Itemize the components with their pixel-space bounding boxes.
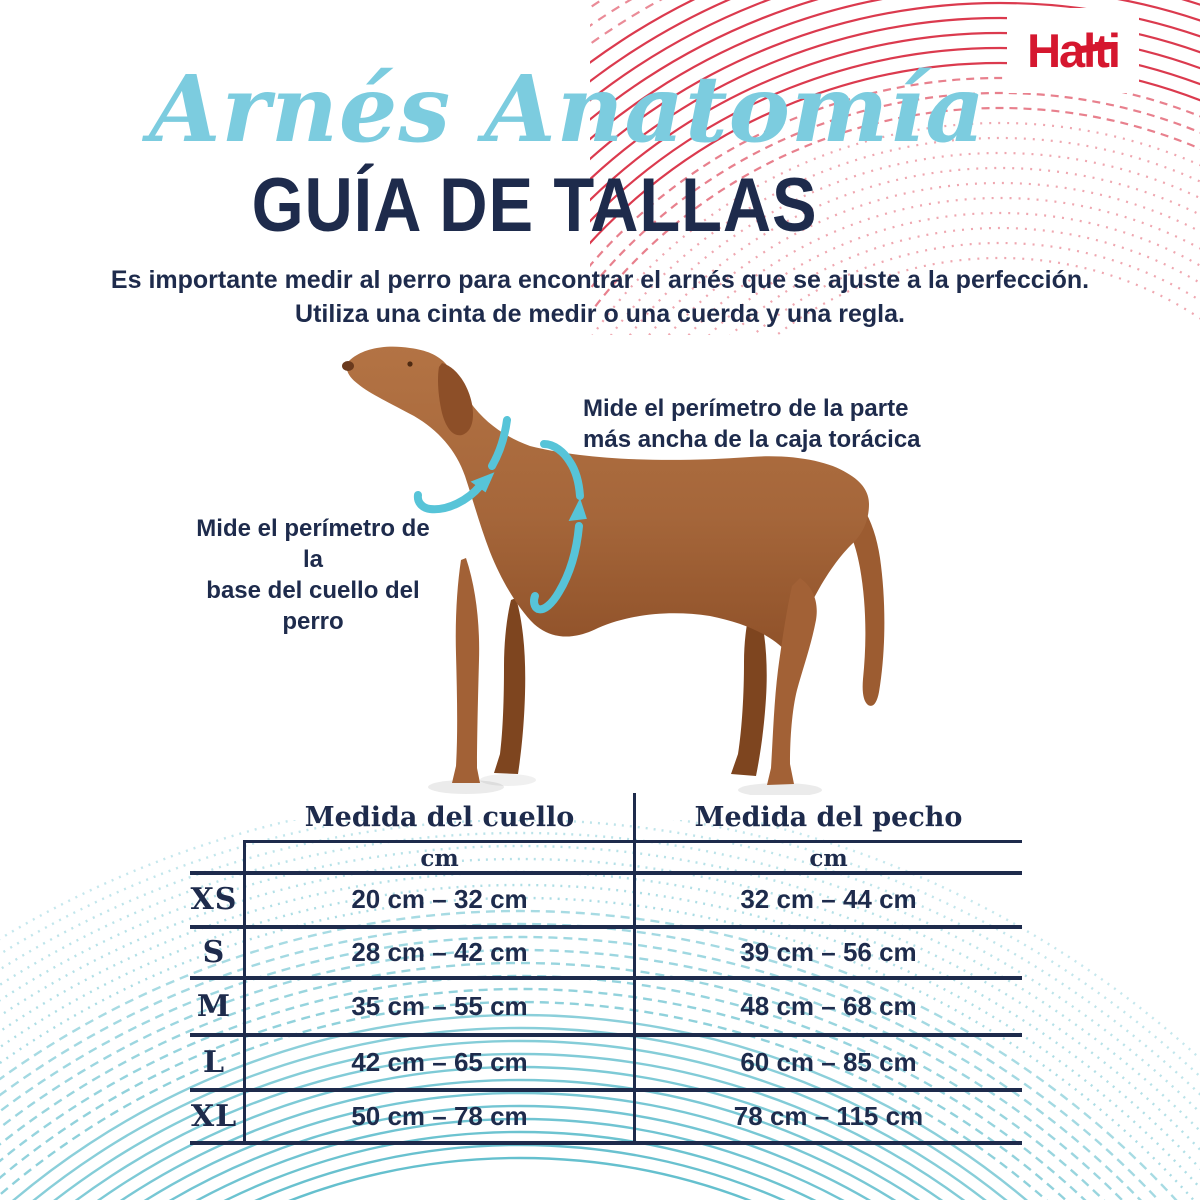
chest-value-xl: 78 cm – 115 cm — [733, 1100, 924, 1131]
page-title: GUÍA DE TALLAS — [0, 166, 1070, 246]
chest-value-xs: 32 cm – 44 cm — [740, 883, 917, 914]
chest-value-m: 48 cm – 68 cm — [740, 990, 917, 1021]
brand-logo: Halti — [1007, 8, 1139, 93]
table-line — [190, 976, 1022, 980]
chest-value-s: 39 cm – 56 cm — [740, 936, 917, 967]
neck-label-line-1: Mide el perímetro de la — [196, 515, 430, 573]
table-line — [190, 925, 1022, 929]
size-label-xl: XL — [190, 1098, 238, 1134]
unit-neck: cm — [420, 844, 459, 872]
column-header-chest: Medida del pecho — [694, 801, 963, 833]
intro-line-1: Es importante medir al perro para encont… — [110, 266, 1090, 294]
unit-chest: cm — [809, 844, 848, 872]
dog-silhouette — [342, 346, 885, 795]
table-line — [633, 793, 636, 1145]
intro-line-2: Utiliza una cinta de medir o una cuerda … — [295, 300, 905, 328]
neck-label-line-2: base del cuello del perro — [206, 577, 420, 635]
neck-value-l: 42 cm – 65 cm — [351, 1046, 528, 1077]
top-right-red-waves — [590, 0, 1200, 335]
chest-measure-label: Mide el perímetro de la parte más ancha … — [583, 393, 921, 455]
dog-illustration — [342, 346, 885, 795]
neck-measure-arrow-icon — [413, 416, 511, 514]
column-header-neck: Medida del cuello — [304, 801, 575, 833]
intro-text: Es importante medir al perro para encont… — [0, 263, 1200, 331]
chest-value-l: 60 cm – 85 cm — [740, 1046, 917, 1077]
table-line — [190, 1033, 1022, 1037]
table-line — [243, 840, 246, 1145]
size-label-l: L — [202, 1044, 226, 1080]
size-label-xs: XS — [190, 881, 238, 917]
bottom-left-teal-waves — [0, 820, 1200, 1200]
chest-measure-arrow-icon — [530, 440, 587, 614]
brand-logo-text: Halti — [1027, 24, 1121, 77]
neck-value-xl: 50 cm – 78 cm — [351, 1100, 528, 1131]
title-script: Arnés Anatomía — [149, 55, 986, 163]
chest-label-line-1: Mide el perímetro de la parte — [583, 395, 909, 422]
dog-eye — [407, 361, 413, 367]
neck-measure-label: Mide el perímetro de la base del cuello … — [188, 513, 438, 637]
dog-nose — [342, 361, 354, 371]
neck-value-s: 28 cm – 42 cm — [351, 936, 528, 967]
page-title-text: GUÍA DE TALLAS — [252, 163, 818, 248]
table-line — [190, 871, 1022, 875]
neck-value-xs: 20 cm – 32 cm — [351, 883, 528, 914]
table-line — [190, 1141, 1022, 1145]
neck-value-m: 35 cm – 55 cm — [351, 990, 528, 1021]
size-label-m: M — [196, 988, 232, 1024]
size-label-s: S — [202, 934, 226, 970]
chest-label-line-2: más ancha de la caja torácica — [583, 426, 921, 453]
table-line — [190, 1088, 1022, 1092]
